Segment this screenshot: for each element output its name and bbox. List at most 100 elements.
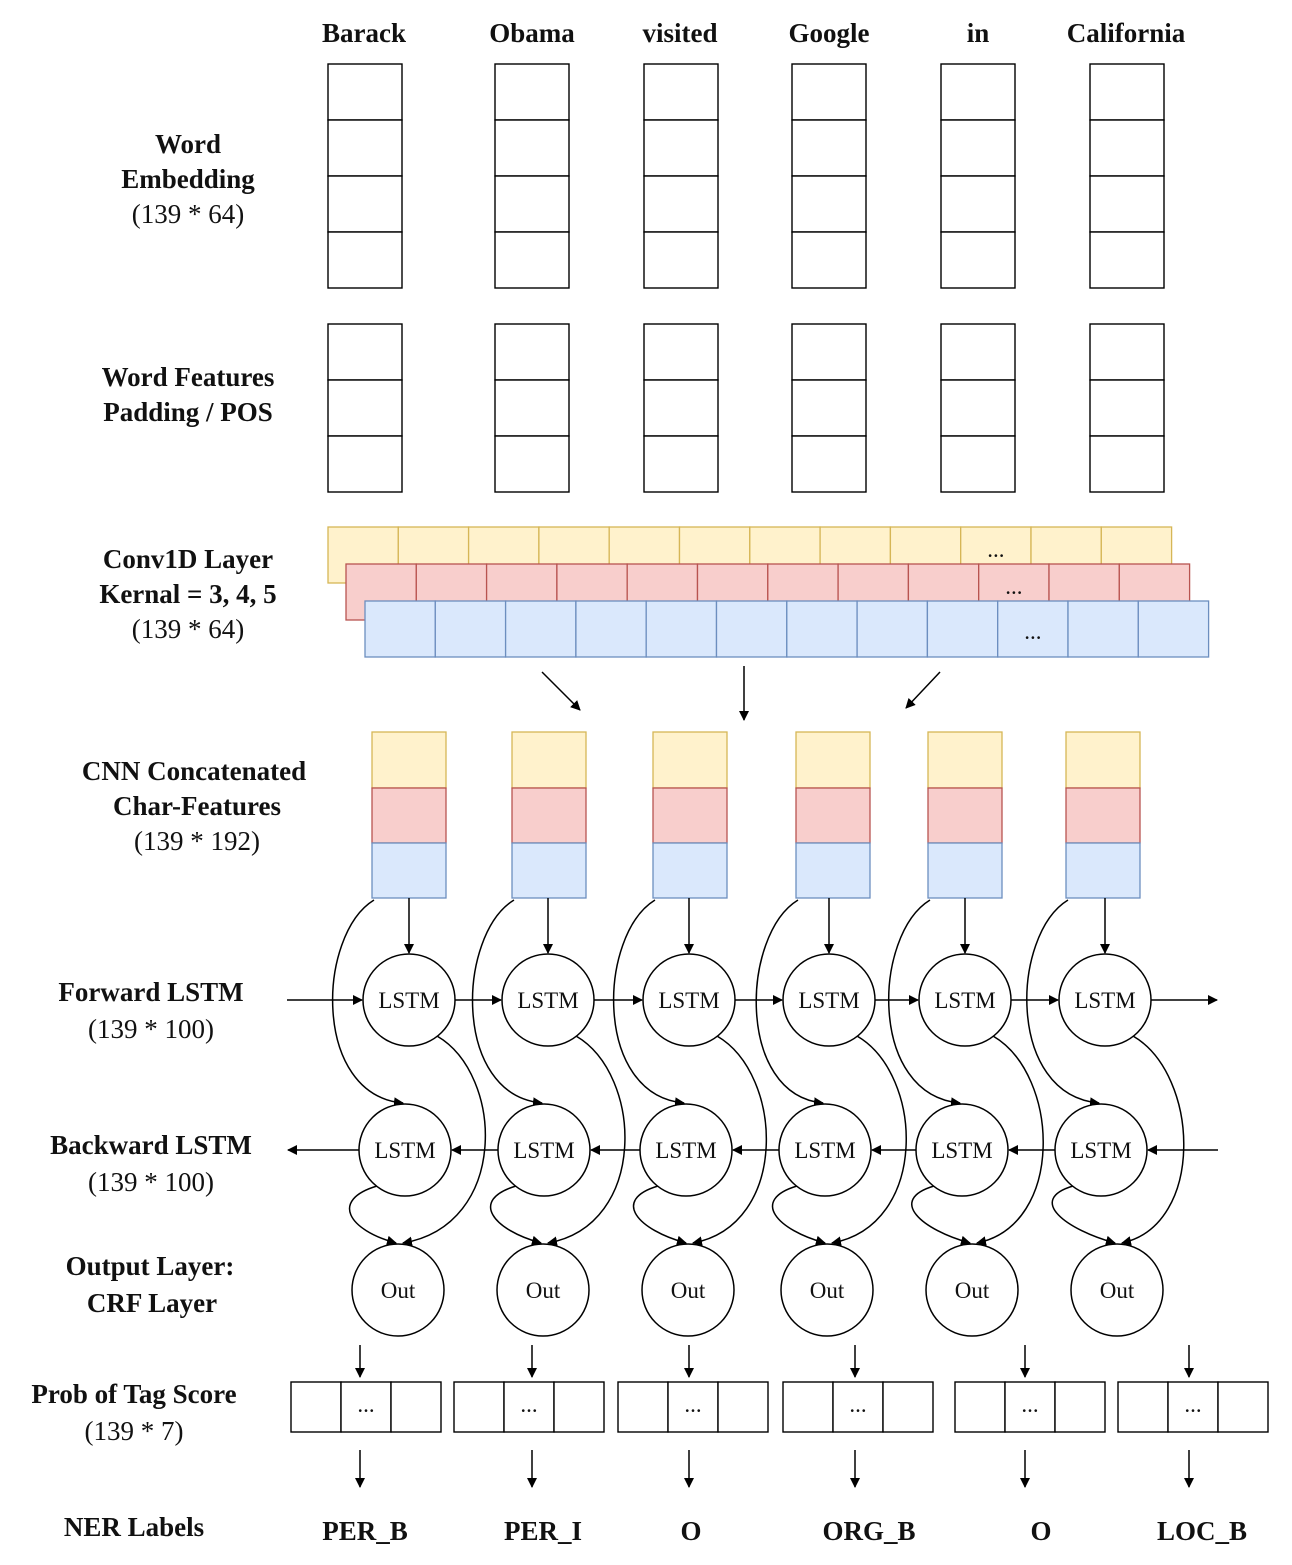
forward-to-output-curve (692, 1035, 768, 1247)
cnn-cell-red (511, 787, 587, 844)
feature-column (1089, 323, 1165, 493)
prob-tag-cell (1167, 1381, 1219, 1433)
word-embedding-label: Word (155, 129, 221, 159)
conv1d-dims: (139 * 64) (132, 614, 244, 644)
output-nodes: Out Out Out Out Out Out (351, 1243, 1164, 1337)
embedding-column (940, 63, 1016, 289)
forward-lstm-text: LSTM (378, 988, 439, 1013)
forward-lstm-node: LSTM (362, 953, 456, 1047)
prob-tag-box: ... (954, 1381, 1106, 1433)
feature-cell (940, 435, 1016, 493)
cnn-column (1065, 731, 1141, 899)
prob-tag-ellipsis: ... (684, 1392, 701, 1417)
feature-cell (327, 435, 403, 493)
backward-lstm-circle (639, 1103, 733, 1197)
word-embedding-label: Embedding (121, 164, 255, 194)
ner-tag: ORG_B (822, 1516, 915, 1546)
prob-tag-cell (617, 1381, 669, 1433)
backward-lstm-node: LSTM (497, 1103, 591, 1197)
prob-tag-cell (453, 1381, 505, 1433)
forward-lstm-circle (501, 953, 595, 1047)
cnn-to-backward-curve (471, 899, 543, 1108)
embedding-cell (940, 119, 1016, 177)
backward-to-output-curve (911, 1185, 971, 1246)
cnn-cell-yellow (795, 731, 871, 789)
conv-arrow (541, 671, 581, 711)
backward-lstm-node: LSTM (778, 1103, 872, 1197)
output-circle (496, 1243, 590, 1337)
cnn-cell-yellow (652, 731, 728, 789)
cnn-concat-dims: (139 * 192) (134, 826, 260, 856)
forward-lstm-text: LSTM (658, 988, 719, 1013)
embedding-column (327, 63, 403, 289)
word-embedding-dims: (139 * 64) (132, 199, 244, 229)
skip-connection-curves (331, 899, 1185, 1247)
feature-cell (494, 379, 570, 437)
embedding-column (494, 63, 570, 289)
forward-lstm-node: LSTM (501, 953, 595, 1047)
output-layer-label: CRF Layer (87, 1288, 217, 1318)
prob-tag-cell (667, 1381, 719, 1433)
conv-ellipsis: ... (1005, 574, 1022, 599)
feature-cell (791, 379, 867, 437)
backward-lstm-node: LSTM (1054, 1103, 1148, 1197)
cnn-cell-yellow (371, 731, 447, 789)
forward-lstm-circle (642, 953, 736, 1047)
output-text: Out (955, 1278, 990, 1303)
conv-ellipsis: ... (987, 537, 1004, 562)
backward-to-output-curve (490, 1185, 542, 1246)
forward-lstm-text: LSTM (798, 988, 859, 1013)
output-node: Out (496, 1243, 590, 1337)
backward-lstm-node: LSTM (639, 1103, 733, 1197)
forward-lstm-circle (782, 953, 876, 1047)
conv-cell (715, 600, 788, 658)
output-circle (1070, 1243, 1164, 1337)
conv-kernel-5-strip: ... (364, 600, 1210, 658)
cnn-cell-red (927, 787, 1003, 844)
cnn-to-backward-curve (888, 899, 961, 1108)
prob-tag-boxes: .................. (290, 1345, 1269, 1488)
prob-tag-cell (717, 1381, 769, 1433)
conv-cell (786, 600, 858, 658)
backward-lstm-node: LSTM (915, 1103, 1009, 1197)
cnn-cell-yellow (927, 731, 1003, 789)
cnn-to-backward-curve (755, 899, 824, 1108)
feature-cell (1089, 323, 1165, 381)
cnn-concat-label: CNN Concatenated (82, 756, 306, 786)
forward-to-output-curve (402, 1035, 487, 1247)
output-node: Out (641, 1243, 735, 1337)
forward-lstm-text: LSTM (934, 988, 995, 1013)
backward-lstm-text: LSTM (931, 1138, 992, 1163)
lstm-layers: LSTM LSTM LSTM LSTM LSTM LSTM LSTM LSTM LSTM LSTM… (287, 898, 1218, 1197)
output-text: Out (526, 1278, 561, 1303)
cnn-cell-blue (652, 842, 728, 899)
embedding-cell (327, 231, 403, 289)
cnn-column (652, 731, 728, 899)
cnn-cell-blue (927, 842, 1003, 899)
conv1d-label: Conv1D Layer (103, 544, 273, 574)
ner-tag: O (680, 1516, 701, 1546)
forward-lstm-node: LSTM (642, 953, 736, 1047)
forward-lstm-circle (918, 953, 1012, 1047)
embedding-cell (791, 63, 867, 121)
prob-tag-ellipsis: ... (849, 1392, 866, 1417)
backward-lstm-text: LSTM (655, 1138, 716, 1163)
embedding-cell (643, 175, 719, 233)
forward-lstm-circle (1058, 953, 1152, 1047)
prob-tag-cell (1054, 1381, 1106, 1433)
ner-tag: O (1030, 1516, 1051, 1546)
backward-lstm-label: Backward LSTM (50, 1130, 252, 1160)
backward-lstm-text: LSTM (513, 1138, 574, 1163)
feature-column (940, 323, 1016, 493)
output-circle (351, 1243, 445, 1337)
cnn-cell-yellow (1065, 731, 1141, 789)
backward-to-output-curve (771, 1185, 826, 1246)
ner-tag: LOC_B (1157, 1516, 1247, 1546)
embedding-cell (791, 119, 867, 177)
conv-cell (364, 600, 436, 658)
prob-tag-ellipsis: ... (1184, 1392, 1201, 1417)
word-header: California (1067, 18, 1186, 48)
output-text: Out (671, 1278, 706, 1303)
cnn-cell-red (1065, 787, 1141, 844)
feature-column (327, 323, 403, 493)
